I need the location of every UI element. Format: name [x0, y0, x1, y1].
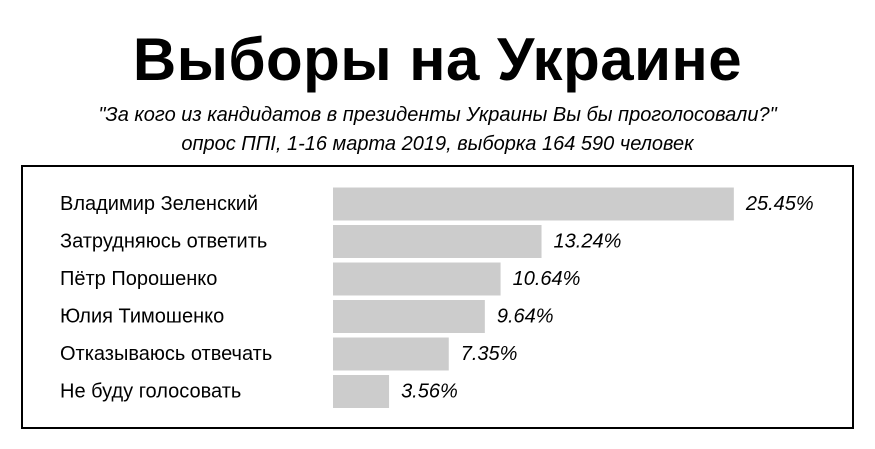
- bar: [333, 300, 485, 333]
- category-label: Владимир Зеленский: [60, 193, 258, 215]
- survey-source: опрос ППІ, 1-16 марта 2019, выборка 164 …: [181, 133, 694, 155]
- value-label: 25.45%: [745, 193, 814, 215]
- bar: [333, 225, 542, 258]
- bar: [333, 337, 449, 371]
- bar: [333, 262, 501, 296]
- survey-question: "За кого из кандидатов в президенты Укра…: [98, 104, 777, 126]
- value-label: 7.35%: [461, 343, 518, 365]
- chart-title: Выборы на Украине: [132, 26, 743, 93]
- bar: [333, 187, 734, 221]
- category-label: Не буду голосовать: [60, 381, 241, 403]
- chart-frame: Владимир Зеленский 25.45% Затрудняюсь отве…: [21, 165, 854, 429]
- value-label: 3.56%: [401, 381, 458, 403]
- value-label: 9.64%: [497, 306, 554, 328]
- bar: [333, 375, 390, 408]
- bar-chart: Владимир Зеленский 25.45% Затрудняюсь отве…: [60, 187, 814, 408]
- category-label: Отказываюсь отвечать: [60, 343, 272, 365]
- category-label: Пётр Порошенко: [60, 268, 217, 290]
- value-label: 13.24%: [554, 231, 622, 253]
- category-label: Юлия Тимошенко: [60, 306, 224, 328]
- category-label: Затрудняюсь ответить: [60, 231, 267, 253]
- value-label: 10.64%: [513, 268, 581, 290]
